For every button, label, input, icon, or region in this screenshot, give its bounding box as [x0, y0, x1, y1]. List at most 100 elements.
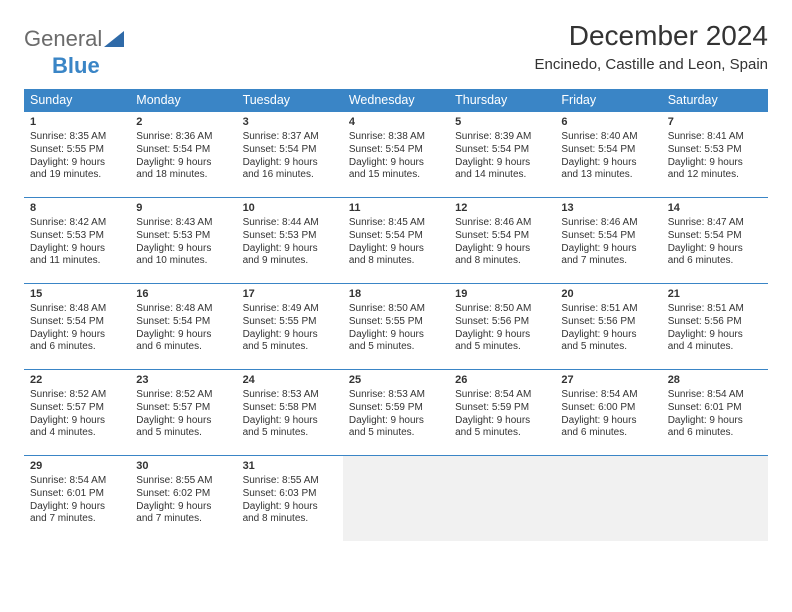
calendar-cell: 11Sunrise: 8:45 AMSunset: 5:54 PMDayligh… — [343, 198, 449, 284]
weekday-header: Sunday — [24, 89, 130, 112]
calendar-cell: 15Sunrise: 8:48 AMSunset: 5:54 PMDayligh… — [24, 284, 130, 370]
cell-sunrise: Sunrise: 8:43 AM — [136, 217, 230, 230]
cell-sunset: Sunset: 5:54 PM — [136, 316, 230, 329]
calendar-cell: 1Sunrise: 8:35 AMSunset: 5:55 PMDaylight… — [24, 112, 130, 198]
day-number: 1 — [30, 115, 124, 129]
cell-sunset: Sunset: 5:54 PM — [136, 144, 230, 157]
weekday-header: Tuesday — [237, 89, 343, 112]
calendar-cell: 22Sunrise: 8:52 AMSunset: 5:57 PMDayligh… — [24, 370, 130, 456]
calendar-cell: 5 Sunrise: 8:39 AMSunset: 5:54 PMDaylight… — [449, 112, 555, 198]
cell-day1: Daylight: 9 hours — [243, 243, 337, 256]
cell-day1: Daylight: 9 hours — [243, 157, 337, 170]
cell-day1: Daylight: 9 hours — [349, 415, 443, 428]
cell-day2: and 6 minutes. — [668, 255, 762, 268]
cell-sunset: Sunset: 5:53 PM — [668, 144, 762, 157]
weekday-header: Wednesday — [343, 89, 449, 112]
cell-sunset: Sunset: 5:53 PM — [30, 230, 124, 243]
cell-sunset: Sunset: 5:59 PM — [455, 402, 549, 415]
calendar-cell: 17Sunrise: 8:49 AMSunset: 5:55 PMDayligh… — [237, 284, 343, 370]
logo-triangle-icon — [104, 31, 124, 47]
calendar-cell: 3Sunrise: 8:37 AMSunset: 5:54 PMDaylight… — [237, 112, 343, 198]
cell-day2: and 6 minutes. — [561, 427, 655, 440]
cell-day2: and 7 minutes. — [136, 513, 230, 526]
logo: General — [24, 20, 126, 52]
cell-day2: and 5 minutes. — [243, 341, 337, 354]
cell-sunrise: Sunrise: 8:53 AM — [349, 389, 443, 402]
calendar-cell: 8Sunrise: 8:42 AMSunset: 5:53 PMDaylight… — [24, 198, 130, 284]
cell-day1: Daylight: 9 hours — [136, 501, 230, 514]
calendar-cell-empty — [662, 456, 768, 542]
cell-day2: and 15 minutes. — [349, 169, 443, 182]
day-number: 18 — [349, 287, 443, 301]
cell-sunset: Sunset: 5:54 PM — [30, 316, 124, 329]
cell-sunrise: Sunrise: 8:39 AM — [455, 131, 549, 144]
cell-day1: Daylight: 9 hours — [561, 329, 655, 342]
cell-sunset: Sunset: 5:54 PM — [243, 144, 337, 157]
cell-day2: and 8 minutes. — [349, 255, 443, 268]
calendar-cell: 7Sunrise: 8:41 AMSunset: 5:53 PMDaylight… — [662, 112, 768, 198]
weekday-header: Friday — [555, 89, 661, 112]
calendar-cell: 12Sunrise: 8:46 AMSunset: 5:54 PMDayligh… — [449, 198, 555, 284]
cell-day1: Daylight: 9 hours — [136, 157, 230, 170]
day-number: 26 — [455, 373, 549, 387]
day-number: 5 — [455, 115, 549, 129]
cell-day1: Daylight: 9 hours — [455, 243, 549, 256]
cell-day1: Daylight: 9 hours — [668, 243, 762, 256]
cell-sunset: Sunset: 5:54 PM — [455, 230, 549, 243]
cell-sunrise: Sunrise: 8:51 AM — [561, 303, 655, 316]
cell-day1: Daylight: 9 hours — [668, 157, 762, 170]
calendar-header-row: Sunday Monday Tuesday Wednesday Thursday… — [24, 89, 768, 112]
calendar-cell: 18Sunrise: 8:50 AMSunset: 5:55 PMDayligh… — [343, 284, 449, 370]
cell-day2: and 6 minutes. — [30, 341, 124, 354]
cell-sunset: Sunset: 5:55 PM — [30, 144, 124, 157]
cell-sunrise: Sunrise: 8:48 AM — [30, 303, 124, 316]
weekday-header: Saturday — [662, 89, 768, 112]
calendar-cell-empty — [449, 456, 555, 542]
calendar-cell: 29Sunrise: 8:54 AMSunset: 6:01 PMDayligh… — [24, 456, 130, 542]
calendar-cell: 16Sunrise: 8:48 AMSunset: 5:54 PMDayligh… — [130, 284, 236, 370]
cell-day1: Daylight: 9 hours — [561, 243, 655, 256]
day-number: 3 — [243, 115, 337, 129]
cell-sunrise: Sunrise: 8:55 AM — [243, 475, 337, 488]
calendar-row: 15Sunrise: 8:48 AMSunset: 5:54 PMDayligh… — [24, 284, 768, 370]
day-number: 14 — [668, 201, 762, 215]
calendar-cell: 27Sunrise: 8:54 AMSunset: 6:00 PMDayligh… — [555, 370, 661, 456]
cell-day1: Daylight: 9 hours — [243, 501, 337, 514]
cell-day1: Daylight: 9 hours — [349, 243, 443, 256]
cell-sunrise: Sunrise: 8:36 AM — [136, 131, 230, 144]
cell-day2: and 4 minutes. — [668, 341, 762, 354]
day-number: 20 — [561, 287, 655, 301]
calendar-row: 8Sunrise: 8:42 AMSunset: 5:53 PMDaylight… — [24, 198, 768, 284]
cell-sunrise: Sunrise: 8:38 AM — [349, 131, 443, 144]
day-number: 17 — [243, 287, 337, 301]
cell-sunrise: Sunrise: 8:46 AM — [561, 217, 655, 230]
day-number: 16 — [136, 287, 230, 301]
cell-day1: Daylight: 9 hours — [455, 157, 549, 170]
cell-sunrise: Sunrise: 8:46 AM — [455, 217, 549, 230]
cell-sunrise: Sunrise: 8:51 AM — [668, 303, 762, 316]
cell-sunset: Sunset: 5:54 PM — [455, 144, 549, 157]
calendar-table: Sunday Monday Tuesday Wednesday Thursday… — [24, 89, 768, 541]
cell-day1: Daylight: 9 hours — [668, 329, 762, 342]
day-number: 23 — [136, 373, 230, 387]
month-title: December 2024 — [535, 20, 769, 52]
cell-day2: and 5 minutes. — [136, 427, 230, 440]
cell-day2: and 16 minutes. — [243, 169, 337, 182]
cell-sunset: Sunset: 6:02 PM — [136, 488, 230, 501]
cell-sunrise: Sunrise: 8:50 AM — [349, 303, 443, 316]
cell-day1: Daylight: 9 hours — [455, 329, 549, 342]
cell-day1: Daylight: 9 hours — [349, 329, 443, 342]
day-number: 15 — [30, 287, 124, 301]
calendar-cell: 10Sunrise: 8:44 AMSunset: 5:53 PMDayligh… — [237, 198, 343, 284]
calendar-cell: 13Sunrise: 8:46 AMSunset: 5:54 PMDayligh… — [555, 198, 661, 284]
calendar-cell: 23Sunrise: 8:52 AMSunset: 5:57 PMDayligh… — [130, 370, 236, 456]
weekday-header: Thursday — [449, 89, 555, 112]
cell-sunset: Sunset: 5:56 PM — [561, 316, 655, 329]
cell-day1: Daylight: 9 hours — [30, 243, 124, 256]
day-number: 10 — [243, 201, 337, 215]
cell-day2: and 18 minutes. — [136, 169, 230, 182]
cell-day2: and 12 minutes. — [668, 169, 762, 182]
calendar-cell: 2Sunrise: 8:36 AMSunset: 5:54 PMDaylight… — [130, 112, 236, 198]
calendar-cell: 25Sunrise: 8:53 AMSunset: 5:59 PMDayligh… — [343, 370, 449, 456]
calendar-cell: 4Sunrise: 8:38 AMSunset: 5:54 PMDaylight… — [343, 112, 449, 198]
